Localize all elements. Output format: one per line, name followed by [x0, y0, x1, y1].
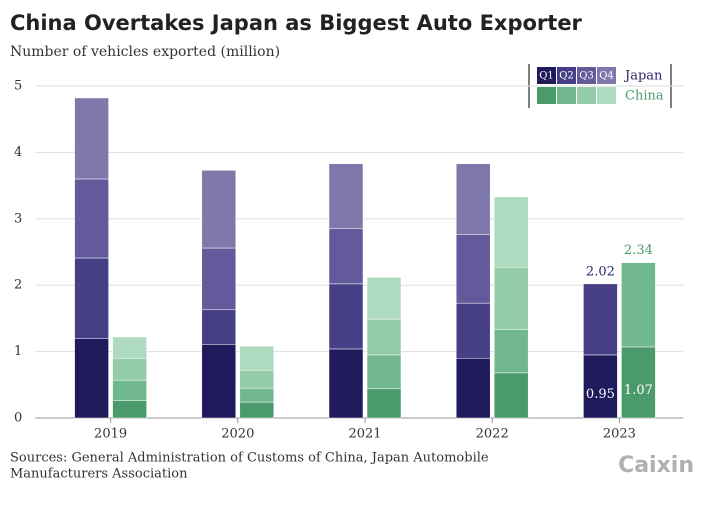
source: Sources: General Administration of Custo…: [10, 451, 489, 466]
y-tick-label: 2: [14, 278, 22, 293]
legend-label: Q4: [599, 71, 614, 82]
bar-segment: [112, 357, 147, 381]
bar-segment: [201, 247, 237, 311]
bar-segment: [239, 369, 275, 389]
legend-swatch: [557, 67, 576, 84]
bar-segment: [455, 234, 491, 304]
total-label: 2.34: [624, 243, 653, 258]
x-tick-label: 2023: [603, 427, 636, 442]
legend-swatch: [537, 87, 556, 104]
bar-segment: [455, 163, 491, 235]
bar-segment: [621, 346, 656, 419]
value-label: 0.95: [586, 387, 615, 402]
bar-segment: [455, 357, 491, 419]
source: Manufacturers Association: [10, 467, 188, 482]
y-tick-label: 4: [14, 145, 22, 160]
bar-segment: [328, 228, 364, 285]
legend-label: Q1: [539, 71, 554, 82]
legend-label: Japan: [623, 69, 663, 84]
value-label: 1.07: [624, 383, 653, 398]
bar-segment: [366, 388, 402, 419]
bar-segment: [493, 196, 529, 268]
bar-segment: [201, 344, 237, 419]
bar-segment: [328, 348, 364, 419]
y-tick-label: 3: [14, 211, 22, 226]
x-tick-label: 2019: [94, 427, 127, 442]
bar-segment: [493, 267, 529, 330]
legend-swatch: [597, 87, 616, 104]
bar-segment: [112, 400, 147, 419]
legend-swatch: [577, 67, 596, 84]
total-label: 2.02: [586, 264, 615, 279]
chart-subtitle: Number of vehicles exported (million): [10, 44, 280, 60]
bar-segment: [74, 338, 109, 419]
bar-segment: [366, 354, 402, 390]
chart-title: China Overtakes Japan as Biggest Auto Ex…: [10, 11, 583, 35]
bar-segment: [328, 283, 364, 350]
bar-segment: [239, 387, 275, 403]
legend-swatch: [577, 87, 596, 104]
y-tick-label: 0: [14, 411, 22, 426]
bar-segment: [239, 401, 275, 419]
bar-segment: [493, 372, 529, 419]
logo: Caixin: [618, 453, 694, 478]
bar-segment: [583, 354, 618, 419]
bar-segment: [201, 170, 237, 249]
x-tick-label: 2021: [348, 427, 381, 442]
bar-segment: [328, 163, 364, 230]
x-tick-label: 2022: [476, 427, 509, 442]
legend-label: China: [625, 89, 664, 104]
y-tick-label: 5: [14, 79, 22, 94]
legend-swatch: [597, 67, 616, 84]
bar-segment: [74, 178, 109, 259]
bar-segment: [239, 346, 275, 371]
bar-segment: [112, 336, 147, 359]
bar-segment: [201, 309, 237, 345]
bar-segment: [112, 379, 147, 401]
legend-swatch: [537, 67, 556, 84]
bar-segment: [583, 283, 618, 356]
legend-label: Q3: [579, 71, 594, 82]
legend-label: Q2: [559, 71, 574, 82]
bar-segment: [621, 262, 656, 348]
bar-segment: [366, 276, 402, 320]
bar-segment: [366, 318, 402, 356]
bar-segment: [74, 257, 109, 339]
y-tick-label: 1: [14, 344, 22, 359]
legend-swatch: [557, 87, 576, 104]
bar-segment: [493, 329, 529, 374]
x-tick-label: 2020: [221, 427, 254, 442]
bar-segment: [74, 97, 109, 180]
bar-segment: [455, 302, 491, 359]
